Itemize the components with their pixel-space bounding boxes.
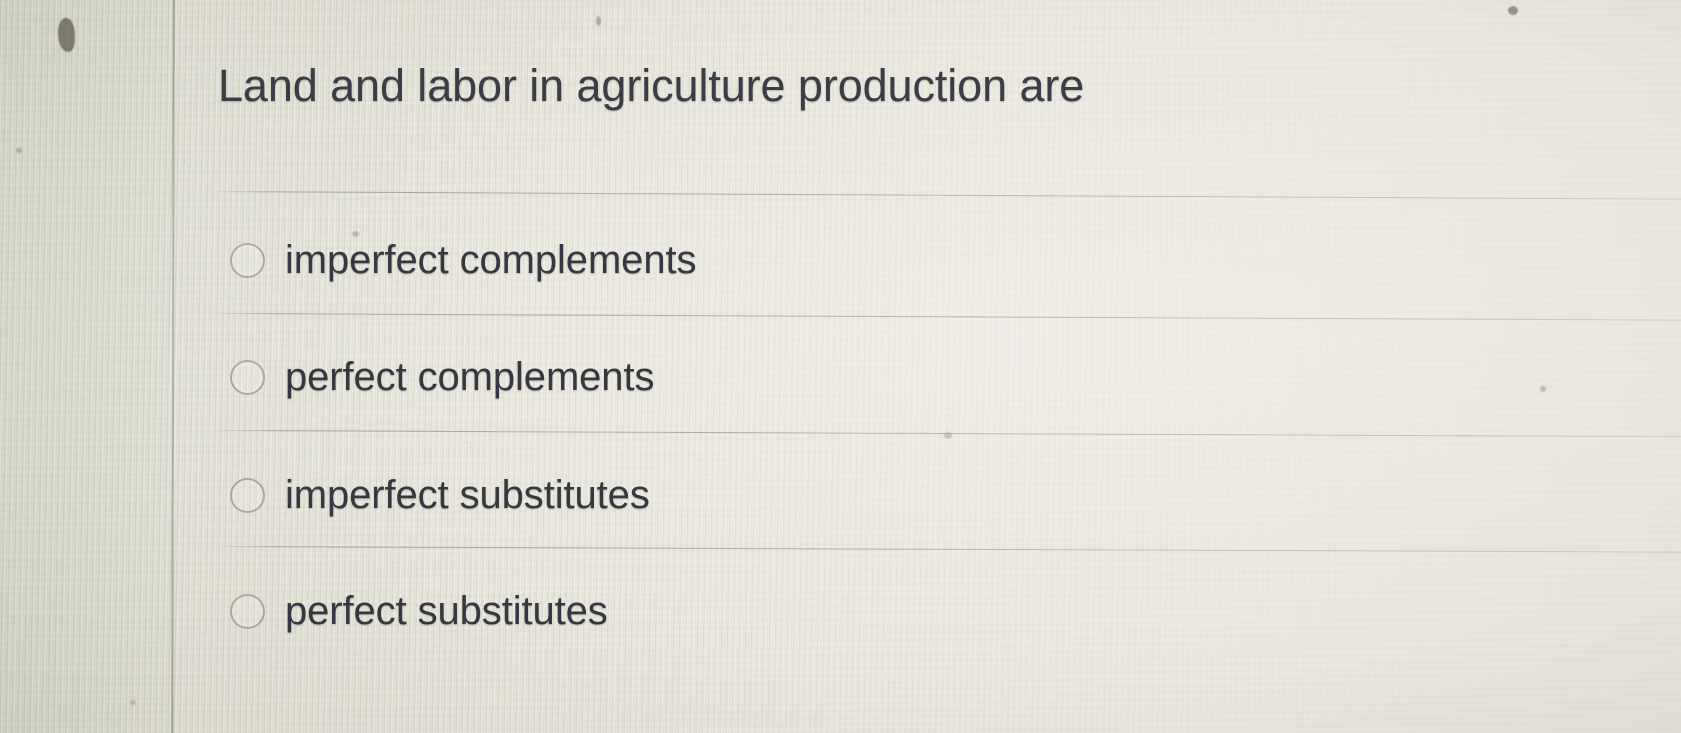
option-separator — [217, 191, 1681, 200]
radio-unselected-icon[interactable] — [230, 243, 265, 278]
option-row-2[interactable]: perfect complements — [230, 355, 654, 400]
radio-unselected-icon[interactable] — [230, 478, 265, 513]
option-separator — [217, 313, 1681, 321]
option-row-4[interactable]: perfect substitutes — [230, 589, 608, 634]
radio-unselected-icon[interactable] — [230, 594, 265, 629]
option-label: imperfect substitutes — [285, 473, 650, 517]
option-separator — [217, 546, 1681, 553]
background-left-strip — [0, 0, 175, 733]
option-row-1[interactable]: imperfect complements — [230, 238, 696, 283]
radio-unselected-icon[interactable] — [230, 360, 265, 395]
question-text: Land and labor in agriculture production… — [218, 60, 1085, 111]
option-label: imperfect complements — [285, 238, 697, 282]
option-row-3[interactable]: imperfect substitutes — [230, 473, 650, 518]
option-label: perfect complements — [285, 355, 655, 399]
option-separator — [217, 430, 1681, 438]
option-label: perfect substitutes — [285, 589, 608, 633]
